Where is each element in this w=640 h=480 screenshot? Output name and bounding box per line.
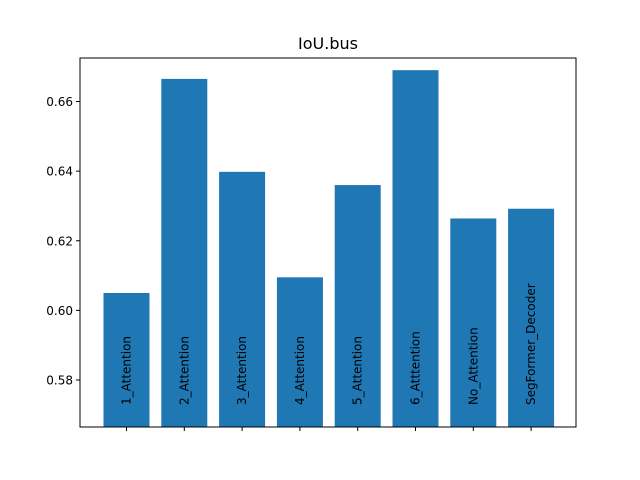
bar-4-attention: [276, 277, 323, 427]
y-tick-label-5: 0.66: [46, 95, 73, 109]
bar-5-attention: [334, 185, 381, 427]
y-tick-label-3: 0.62: [46, 234, 73, 248]
bar-no-attention: [450, 218, 497, 427]
x-axis-ticks: [126, 427, 532, 431]
bar-label-3-attention: 3_Attention: [235, 336, 249, 405]
y-tick-label-1: 0.58: [46, 374, 73, 388]
y-tick-label-4: 0.64: [46, 165, 73, 179]
bar-2-attention: [161, 78, 208, 427]
bar-1-attention: [103, 292, 150, 427]
bar-label-no-attention: No_Attention: [466, 327, 480, 405]
bar-label-6-atttention: 6_Atttention: [409, 331, 423, 405]
bar-label-2-attention: 2_Attention: [177, 336, 191, 405]
bar-segformer-decoder: [508, 208, 555, 427]
bar-6-atttention: [392, 70, 439, 428]
bar-3-attention: [219, 171, 266, 427]
plot-frame: [79, 57, 577, 428]
y-axis-ticks: 0.58 0.60 0.62 0.64 0.66: [46, 95, 80, 388]
bar-label-5-attention: 5_Attention: [351, 336, 365, 405]
bar-labels-group: 1_Attention 2_Attention 3_Attention 4_Atten…: [120, 283, 539, 405]
bar-label-1-attention: 1_Attention: [120, 336, 134, 405]
y-tick-label-2: 0.60: [46, 304, 73, 318]
bars-group: [103, 70, 555, 428]
bar-label-segformer-decoder: SegFormer_Decoder: [524, 283, 538, 405]
chart-title: IoU.bus: [298, 34, 358, 53]
bar-label-4-attention: 4_Attention: [293, 336, 307, 405]
